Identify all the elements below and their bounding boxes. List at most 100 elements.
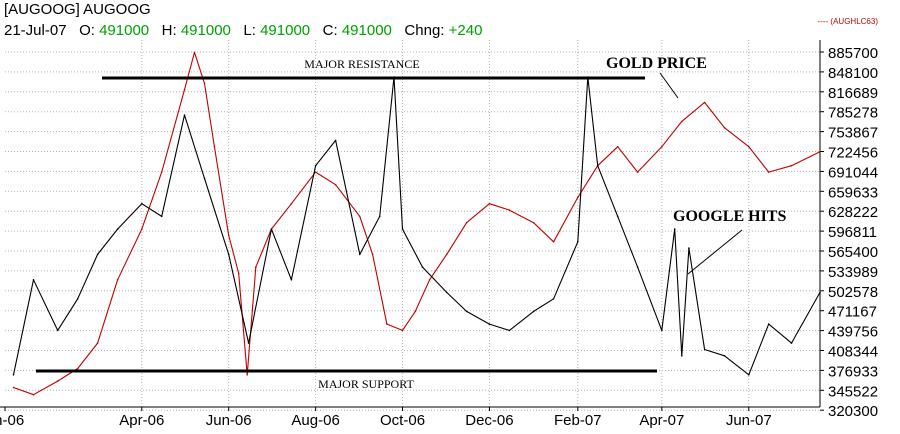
google-hits-point [401, 228, 404, 230]
low-value: 491000 [260, 22, 311, 39]
y-tick-label: 691044 [828, 164, 878, 181]
x-tick-label: Apr-07 [639, 412, 684, 429]
gold-price-point [290, 202, 293, 205]
chart-grid [5, 40, 820, 411]
x-axis: an-06 Apr-06 Jun-06 Aug-06 Oct-06 Dec-06 Feb-0… [0, 407, 772, 429]
gold-price-point [314, 171, 317, 173]
x-tick-label: Aug-06 [291, 412, 339, 429]
gold-price-point [748, 145, 750, 148]
google-hits-point [141, 202, 143, 205]
gold-price-point [681, 120, 683, 123]
google-hits-point [767, 323, 770, 325]
google-hits-pointer [687, 229, 743, 275]
change-value: +240 [448, 22, 483, 39]
gold-price-point [767, 171, 770, 173]
google-hits-point [703, 348, 706, 351]
google-hits-point [688, 247, 690, 249]
gold-price-point [465, 221, 468, 224]
ohlc-readout: 21-Jul-07 O: 491000 H: 491000 L: 491000 … [4, 22, 564, 39]
google-hits-point [819, 291, 821, 294]
google-hits-point [247, 342, 250, 344]
google-hits-point [76, 298, 79, 300]
y-tick-label: 885700 [828, 45, 878, 62]
y-tick-label: 376933 [828, 363, 878, 380]
google-hits-point [12, 374, 15, 376]
google-hits-point [723, 355, 726, 357]
chart-axes [0, 40, 821, 408]
google-hits-point [445, 291, 448, 294]
gold-price-point [636, 171, 639, 173]
low-label: L: [243, 22, 256, 39]
gold-price-point [56, 380, 59, 382]
y-tick-label: 408344 [828, 344, 878, 361]
google-hits-point [270, 228, 273, 230]
google-hits-point [596, 164, 599, 167]
symbol-title: [AUGOOG] AUGOOG [4, 1, 151, 18]
gold-price-point [334, 183, 337, 186]
google-hits-point [32, 279, 35, 281]
google-hits-line [12, 76, 821, 376]
gold-price-point [213, 145, 216, 148]
google-hits-point [334, 139, 337, 142]
google-hits-point [160, 215, 163, 218]
x-tick-label: Oct-06 [380, 412, 425, 429]
y-tick-label: 345522 [828, 383, 878, 400]
gold-price-point [32, 393, 35, 396]
google-hits-point [552, 298, 555, 300]
gold-price-point [141, 228, 143, 230]
gold-price-point [488, 202, 491, 205]
google-hits-point [56, 329, 59, 332]
gold-price-point [255, 266, 257, 268]
gold-price-point [386, 323, 388, 325]
gold-price-point [371, 253, 374, 256]
google-hits-point [748, 374, 750, 376]
gold-price-point [552, 241, 555, 243]
google-hits-point [508, 329, 511, 332]
x-tick-label: an-06 [0, 412, 24, 429]
change-label: Chng: [404, 22, 445, 39]
y-tick-label: 533989 [828, 264, 878, 281]
support-label: MAJOR SUPPORT [318, 377, 414, 391]
gold-price-point [532, 221, 535, 224]
y-tick-label: 502578 [828, 284, 878, 301]
y-tick-label: 471167 [828, 304, 877, 321]
y-tick-label: 439756 [828, 324, 878, 341]
gold-price-point [359, 215, 361, 218]
x-tick-label: Jun-07 [726, 412, 772, 429]
y-tick-label: 816689 [828, 85, 878, 102]
google-hits-point [359, 253, 361, 256]
google-hits-point [203, 177, 206, 180]
google-hits-point [661, 329, 663, 332]
google-hits-point [636, 266, 639, 268]
gold-price-point [790, 164, 793, 167]
series-legend: ---- (AUGHLC63) [817, 17, 878, 26]
y-tick-label: 753867 [828, 125, 878, 142]
gold-price-point [76, 367, 79, 370]
open-value: 491000 [99, 22, 150, 39]
gold-price-point [723, 126, 726, 129]
gold-price-point [227, 234, 230, 237]
quote-date: 21-Jul-07 [4, 22, 67, 39]
gold-price-point [12, 386, 15, 389]
gold-price-point [661, 145, 663, 148]
resistance-label: MAJOR RESISTANCE [304, 57, 419, 71]
gold-price-point [96, 342, 99, 344]
y-tick-label: 659633 [828, 184, 878, 201]
gold-price-point [237, 272, 240, 275]
gold-price-point [193, 51, 196, 54]
google-hits-point [681, 355, 683, 357]
gold-price-point [508, 209, 511, 211]
y-tick-label: 722456 [828, 145, 878, 162]
gold-price-point [203, 82, 206, 85]
gold-price-point [445, 253, 448, 256]
y-tick-label: 596811 [828, 224, 877, 241]
gold-price-point [160, 171, 163, 173]
google-hits-point [790, 342, 793, 344]
google-hits-point [465, 310, 468, 313]
google-hits-point [532, 310, 535, 313]
google-hits-point [96, 253, 99, 256]
google-hits-point [616, 215, 619, 218]
gold-price-point [428, 279, 431, 281]
google-hits-label: GOOGLE HITS [673, 208, 786, 225]
